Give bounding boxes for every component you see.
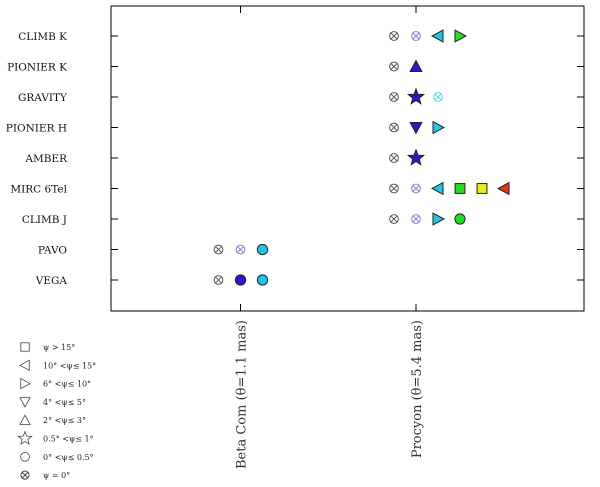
legend-marker-star [17, 430, 33, 446]
instrument-label-climb-j: CLIMB J [22, 214, 67, 226]
point-pionier-k-procyon-1 [409, 59, 423, 72]
legend-marker-triangle-down [19, 397, 31, 408]
instrument-label-climb-k: CLIMB K [18, 31, 67, 43]
point-amber-procyon-0 [389, 153, 399, 163]
legend-marker-circle-cross [20, 470, 30, 480]
point-pavo-beta-1 [235, 244, 246, 255]
instrument-label-amber: AMBER [24, 153, 68, 165]
instrument-label-mirc-6tel: MIRC 6Tel [10, 184, 67, 196]
point-climb-k-procyon-0 [389, 31, 399, 41]
instrument-labels: CLIMB K PIONIER K GRAVITY PIONIER H AMBER MIR… [6, 31, 68, 287]
point-pavo-beta-0 [213, 244, 224, 255]
target-label-beta: Beta Com (θ=1.1 mas) [235, 320, 250, 469]
legend-label-star: 0.5° <ψ≤ 1° [43, 435, 94, 444]
point-climb-j-procyon-0 [389, 214, 399, 224]
legend-label-circle: 0° <ψ≤ 0.5° [43, 453, 94, 462]
legend-label-triangle-up: 2° <ψ≤ 3° [43, 416, 86, 425]
point-climb-j-procyon-2 [432, 212, 445, 226]
point-mirc-6tel-procyon-4 [476, 183, 488, 194]
point-climb-k-procyon-3 [454, 29, 467, 43]
instrument-label-pionier-k: PIONIER K [7, 62, 67, 74]
point-pionier-k-procyon-0 [389, 61, 399, 72]
instrument-label-gravity: GRAVITY [18, 92, 68, 104]
legend: ψ > 15° 10° <ψ≤ 15° 6° <ψ≤ 10° 4° <ψ≤ 5° 2° … [17, 342, 96, 480]
legend-marker-square [20, 342, 30, 352]
legend-label-triangle-right: 6° <ψ≤ 10° [43, 380, 91, 389]
point-climb-j-procyon-3 [454, 213, 466, 225]
point-pionier-h-procyon-1 [409, 122, 423, 135]
legend-label-circle-cross: ψ = 0° [43, 471, 70, 480]
point-mirc-6tel-procyon-2 [431, 181, 444, 196]
instrument-label-pionier-h: PIONIER H [6, 123, 67, 135]
data-points [213, 29, 510, 286]
legend-label-triangle-down: 4° <ψ≤ 5° [43, 398, 86, 407]
point-amber-procyon-1 [406, 148, 426, 166]
axes-layer [111, 6, 584, 311]
point-pionier-h-procyon-0 [389, 122, 399, 133]
legend-marker-triangle-right [20, 377, 31, 390]
point-mirc-6tel-procyon-5 [497, 181, 510, 196]
point-gravity-procyon-1 [406, 87, 426, 105]
target-labels: Beta Com (θ=1.1 mas) Procyon (θ=5.4 mas) [235, 320, 426, 469]
instrument-label-pavo: PAVO [38, 245, 68, 257]
point-gravity-procyon-0 [389, 92, 399, 102]
point-pionier-h-procyon-2 [432, 120, 445, 135]
point-pavo-beta-2 [256, 243, 269, 256]
legend-label-square: ψ > 15° [43, 343, 75, 352]
legend-marker-triangle-up [19, 414, 31, 425]
point-vega-beta-0 [213, 275, 224, 285]
point-climb-k-procyon-2 [431, 29, 444, 43]
point-mirc-6tel-procyon-1 [411, 183, 421, 194]
legend-label-triangle-left: 10° <ψ≤ 15° [43, 361, 96, 370]
point-vega-beta-1 [234, 274, 247, 286]
legend-marker-circle [20, 451, 30, 462]
point-vega-beta-2 [256, 274, 269, 286]
point-mirc-6tel-procyon-0 [389, 183, 399, 194]
point-gravity-procyon-2 [433, 92, 443, 102]
target-label-procyon: Procyon (θ=5.4 mas) [410, 320, 425, 458]
point-mirc-6tel-procyon-3 [454, 183, 466, 194]
legend-marker-triangle-left [19, 359, 30, 372]
point-climb-j-procyon-1 [411, 214, 421, 224]
point-climb-k-procyon-1 [411, 31, 421, 41]
instrument-label-vega: VEGA [35, 275, 68, 287]
